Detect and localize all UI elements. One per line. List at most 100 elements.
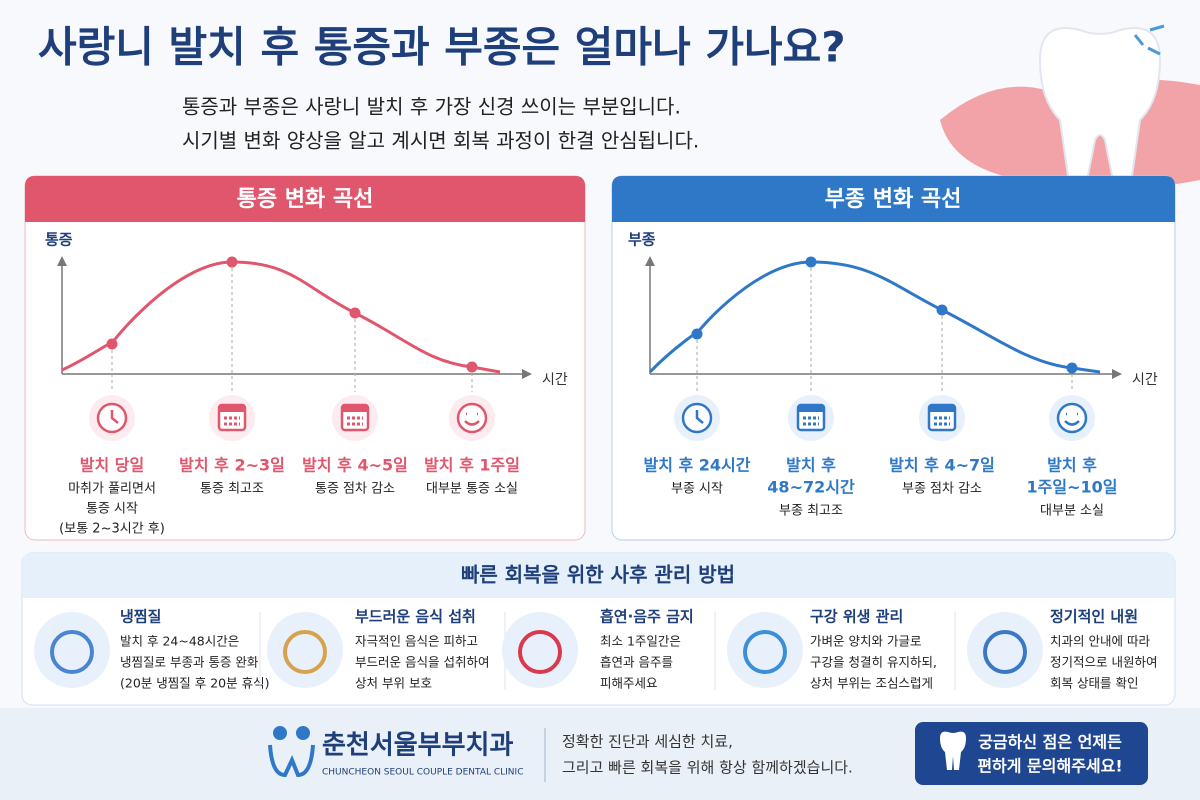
stage-desc: 통증 점차 감소 — [315, 482, 395, 497]
calendar-grid — [224, 416, 240, 426]
stage-label: 발치 후 4~7일 — [889, 456, 995, 475]
stage-desc: 대부분 통증 소실 — [426, 482, 518, 497]
y-axis-label: 통증 — [45, 231, 73, 249]
cta-box — [915, 722, 1148, 785]
care-item-text: 흡연과 음주를 — [600, 655, 673, 670]
calendar-top — [219, 405, 245, 412]
care-item-text: 부드러운 음식을 섭취하여 — [355, 655, 489, 670]
stage-icon — [788, 395, 834, 441]
stage-desc: 통증 시작 — [86, 502, 138, 517]
stage-desc: 통증 최고조 — [200, 482, 264, 497]
cta-text: 편하게 문의해주세요! — [977, 757, 1122, 776]
care-item-text: 피해주세요 — [600, 676, 658, 691]
care-icon — [727, 612, 803, 688]
stage-desc: 마취가 풀리면서 — [68, 482, 156, 497]
stage-label: 발치 후 4~5일 — [302, 456, 408, 475]
y-axis-label: 부종 — [628, 231, 656, 249]
curve-point — [106, 338, 118, 350]
panel-title: 부종 변화 곡선 — [825, 187, 962, 212]
care-item-title: 구강 위생 관리 — [810, 608, 903, 626]
curve-point — [691, 328, 703, 340]
care-icon-mark — [50, 630, 94, 674]
care-item-text: 냉찜질로 부종과 통증 완화 — [120, 655, 259, 670]
stage-desc: 대부분 소실 — [1040, 504, 1104, 519]
stage-label: 48~72시간 — [767, 478, 855, 497]
care-icon-mark — [518, 630, 562, 674]
care-item-text: 치과의 안내에 따라 — [1050, 634, 1150, 649]
stage-icon — [1049, 395, 1095, 441]
smile-face — [1064, 412, 1080, 426]
care-item-text: 구강을 청결히 유지하되, — [810, 655, 937, 670]
stage-icon — [332, 395, 378, 441]
smile — [1056, 402, 1088, 434]
stage-label: 발치 후 1주일 — [424, 456, 520, 475]
stage-icon — [919, 395, 965, 441]
care-icon-mark — [283, 630, 327, 674]
footer-message: 그리고 빠른 회복을 위해 항상 함께하겠습니다. — [562, 759, 853, 777]
clinic-name: 춘천서울부부치과 — [322, 731, 513, 761]
pain-panel-header — [25, 176, 585, 222]
swelling-panel-header — [612, 176, 1175, 222]
stage-desc: 부종 최고조 — [779, 504, 843, 519]
care-item-text: 정기적으로 내원하여 — [1050, 655, 1157, 670]
stage-label: 발치 후 — [1047, 456, 1097, 475]
stage-icon — [449, 395, 495, 441]
care-icon-mark — [743, 630, 787, 674]
care-item-text: 회복 상태를 확인 — [1050, 676, 1138, 691]
smile — [456, 402, 488, 434]
curve-point — [936, 304, 948, 316]
clock-hands — [110, 410, 119, 424]
care-item-text: 가벼운 양치와 가글로 — [810, 634, 921, 649]
clock-hands — [695, 410, 704, 424]
stage-label: 발치 후 — [786, 456, 836, 475]
care-item-title: 흡연·음주 금지 — [600, 608, 694, 626]
stage-desc: 부종 시작 — [671, 482, 723, 497]
care-icon — [502, 612, 578, 688]
stage-icon — [209, 395, 255, 441]
x-axis-label: 시간 — [1132, 372, 1158, 388]
curve-point — [805, 256, 817, 268]
stage-desc: 부종 점차 감소 — [902, 482, 982, 497]
clinic-english: CHUNCHEON SEOUL COUPLE DENTAL CLINIC — [322, 768, 523, 778]
care-item-title: 정기적인 내원 — [1050, 608, 1138, 626]
stage-label: 발치 후 2~3일 — [179, 456, 285, 475]
tooth-illustration — [940, 24, 1200, 196]
stage-desc: (보통 2~3시간 후) — [59, 522, 165, 537]
subtitle: 시기별 변화 양상을 알고 계시면 회복 과정이 한결 안심됩니다. — [182, 129, 699, 153]
cta-text: 궁금하신 점은 언제든 — [978, 733, 1122, 752]
cta-icon — [940, 731, 966, 770]
care-icon — [34, 612, 110, 688]
curve-point — [349, 307, 361, 319]
stage-icon — [674, 395, 720, 441]
curve-point — [466, 361, 478, 373]
calendar-top — [929, 405, 955, 412]
x-axis-label: 시간 — [542, 372, 568, 388]
care-item-text: (20분 냉찜질 후 20분 휴식) — [120, 676, 269, 691]
care-item-text: 발치 후 24~48시간은 — [120, 634, 239, 649]
stage-label: 1주일~10일 — [1027, 478, 1118, 497]
calendar-top — [798, 405, 824, 412]
stage-label: 발치 후 24시간 — [643, 456, 750, 475]
care-icon — [967, 612, 1043, 688]
clinic-logo — [268, 726, 315, 778]
care-icon — [267, 612, 343, 688]
care-header — [22, 553, 1175, 598]
care-item-title: 부드러운 음식 섭취 — [355, 608, 476, 626]
care-icon-mark — [983, 630, 1027, 674]
footer-message: 정확한 진단과 세심한 치료, — [562, 733, 733, 751]
calendar-grid — [347, 416, 363, 426]
stage-label: 발치 당일 — [80, 456, 144, 475]
curve-point — [1066, 362, 1078, 374]
curve-point — [226, 256, 238, 268]
panel-title: 통증 변화 곡선 — [237, 187, 374, 212]
care-item-text: 최소 1주일간은 — [600, 634, 681, 649]
care-item-title: 냉찜질 — [120, 608, 161, 626]
calendar-grid — [934, 416, 950, 426]
smile-face — [464, 412, 480, 426]
axis — [649, 262, 1120, 375]
subtitle: 통증과 부종은 사랑니 발치 후 가장 신경 쓰이는 부분입니다. — [182, 95, 681, 119]
axis — [61, 262, 530, 375]
